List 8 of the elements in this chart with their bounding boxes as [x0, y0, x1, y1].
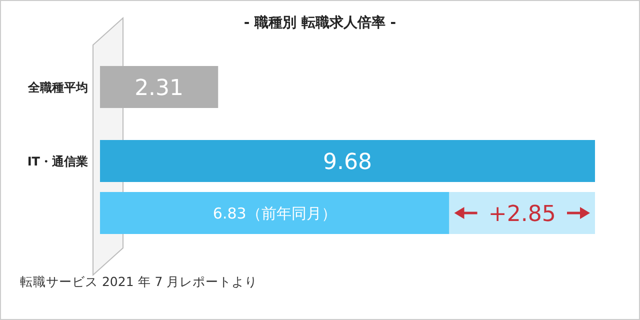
data-label: +2.85: [488, 202, 556, 227]
data-label: 9.68: [323, 150, 372, 175]
y-tick-label: 全職種平均: [27, 80, 88, 94]
data-label: 6.83（前年同月）: [212, 204, 336, 222]
data-label: 2.31: [134, 76, 184, 101]
annotation: 転職サービス 2021 年 7 月レポートより: [20, 274, 258, 289]
y-tick-label: IT・通信業: [27, 154, 88, 168]
chart-title: - 職種別 転職求人倍率 -: [244, 14, 396, 31]
